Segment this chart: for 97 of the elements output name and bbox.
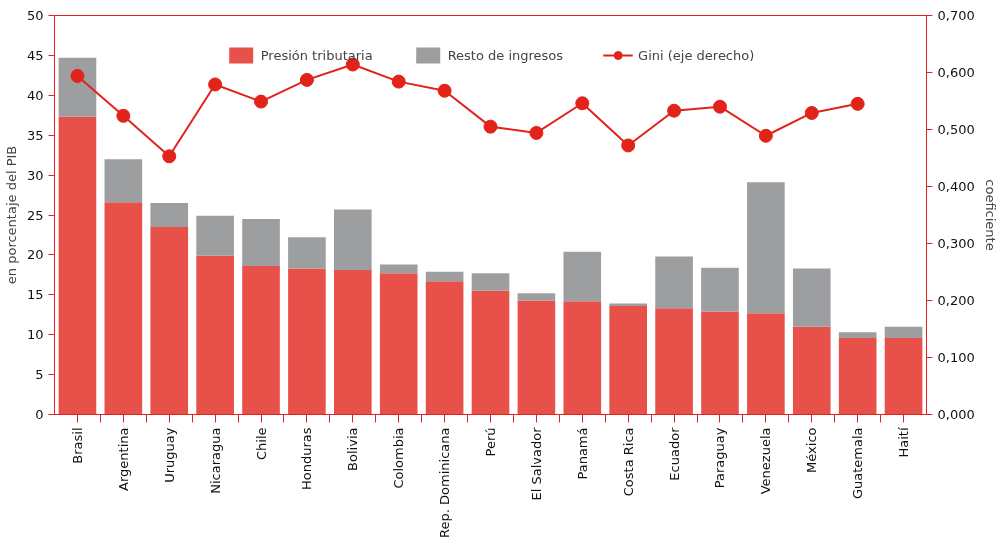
point <box>667 103 682 118</box>
y-tick-label: 30 <box>26 167 44 183</box>
y-tick-label: 25 <box>26 207 44 223</box>
point <box>162 149 177 164</box>
bar <box>242 266 280 415</box>
bar <box>838 337 877 415</box>
bar <box>655 256 693 309</box>
bar <box>196 215 234 256</box>
point <box>437 83 452 98</box>
y2-tick-label: 0,000 <box>937 407 975 422</box>
bar <box>792 268 831 327</box>
bar <box>471 273 510 291</box>
bar <box>242 218 280 267</box>
y-tick-label: 5 <box>35 367 44 383</box>
x-tick-label: Uruguay <box>161 427 177 483</box>
bar <box>425 271 464 282</box>
bar <box>150 203 189 227</box>
x-tick-label: Honduras <box>299 427 315 491</box>
x-tick-label: Bolivia <box>345 427 361 471</box>
legend-label: Resto de ingresos <box>447 47 564 63</box>
y-tick-label: 10 <box>26 327 44 343</box>
point <box>621 138 636 153</box>
y2-tick-label: 0,500 <box>937 122 975 137</box>
y-tick-label: 40 <box>26 87 44 103</box>
legend-label: Gini (eje derecho) <box>638 47 755 63</box>
x-tick-label: Ecuador <box>666 426 682 481</box>
y2-tick-label: 0,200 <box>937 293 975 308</box>
point <box>208 77 223 92</box>
y2-tick-label: 0,100 <box>937 350 975 365</box>
point <box>712 99 727 114</box>
bar <box>288 237 326 269</box>
y-tick-label: 0 <box>35 407 44 422</box>
bar <box>288 268 326 415</box>
y-tick-label: 45 <box>26 47 44 63</box>
bar <box>563 251 602 302</box>
bar <box>701 311 739 415</box>
x-tick-label: Brasil <box>69 427 85 464</box>
x-tick-label: Colombia <box>391 427 407 489</box>
x-tick-label: Venezuela <box>758 427 774 495</box>
point <box>70 68 85 83</box>
x-tick-label: Nicaragua <box>207 427 223 494</box>
x-tick-label: México <box>804 427 820 473</box>
bar <box>150 226 189 415</box>
bar <box>517 300 556 415</box>
bar <box>838 332 877 338</box>
bar <box>701 267 739 312</box>
bar <box>334 209 372 271</box>
point <box>116 108 131 123</box>
bar <box>747 313 785 415</box>
point <box>575 96 590 111</box>
point <box>758 128 773 143</box>
bar <box>609 305 647 415</box>
y-axis-title: en porcentaje del PIB <box>3 145 19 285</box>
y2-axis-title: coeficiente <box>982 179 998 251</box>
bar <box>425 281 464 415</box>
x-tick-label: Chile <box>253 427 269 461</box>
bar <box>655 308 693 415</box>
point <box>529 125 544 140</box>
x-tick-label: Perú <box>483 427 498 457</box>
x-tick-label: El Salvador <box>528 426 544 501</box>
point <box>299 72 314 87</box>
bar <box>884 337 923 415</box>
bar <box>104 159 143 203</box>
y2-tick-label: 0,600 <box>937 65 975 80</box>
y-tick-label: 20 <box>26 247 44 263</box>
bar <box>58 57 97 117</box>
point <box>483 119 498 134</box>
bar <box>884 326 923 338</box>
point <box>804 105 819 120</box>
bar <box>196 255 234 415</box>
bar <box>517 293 556 301</box>
y-tick-label: 35 <box>26 127 44 143</box>
x-tick-label: Costa Rica <box>620 427 636 497</box>
bar <box>471 290 510 415</box>
bar <box>792 326 831 415</box>
point <box>850 96 865 111</box>
x-tick-label: Haití <box>896 427 912 458</box>
bar <box>379 273 418 415</box>
legend-label: Presión tributaria <box>260 47 373 63</box>
bar <box>379 264 418 274</box>
x-tick-label: Argentina <box>115 427 131 491</box>
x-tick-label: Rep. Dominicana <box>437 427 453 538</box>
x-tick-label: Paraguay <box>712 427 728 489</box>
point <box>391 74 406 89</box>
point <box>254 94 269 109</box>
y-tick-label: 50 <box>26 8 44 23</box>
bar <box>563 301 602 415</box>
x-tick-label: Guatemala <box>850 427 866 500</box>
y2-tick-label: 0,300 <box>937 236 975 251</box>
y2-tick-label: 0,700 <box>937 8 975 23</box>
bar <box>334 270 372 415</box>
bar <box>747 182 785 314</box>
bar <box>58 116 97 415</box>
x-tick-label: Panamá <box>574 427 590 480</box>
y-tick-label: 15 <box>26 287 44 303</box>
y2-tick-label: 0,400 <box>937 179 975 194</box>
bar <box>104 202 143 415</box>
